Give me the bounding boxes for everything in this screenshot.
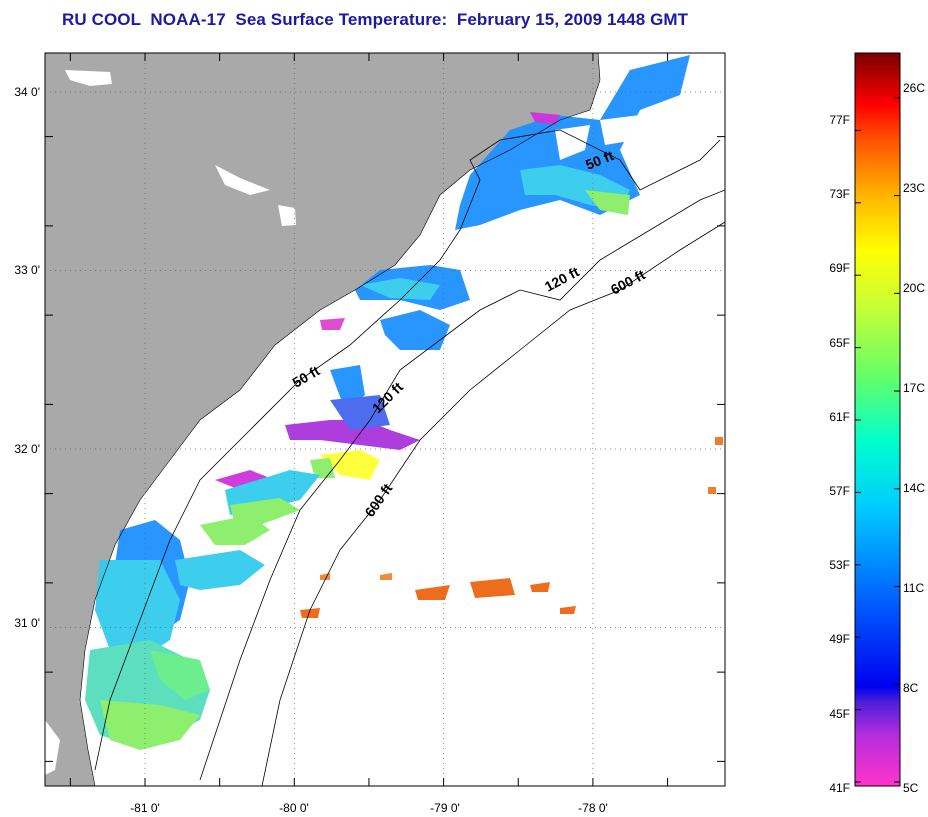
cb-c-5: 5C bbox=[903, 781, 919, 795]
colorbar bbox=[854, 52, 901, 787]
lon-label-79: -79 0' bbox=[430, 801, 460, 815]
lat-label-31: 31 0' bbox=[14, 616, 40, 630]
isobath-600ft-line bbox=[261, 221, 725, 786]
cb-f-41: 41F bbox=[829, 781, 850, 795]
cb-c-8: 8C bbox=[903, 681, 919, 695]
lon-label-81: -81 0' bbox=[130, 801, 160, 815]
cb-c-26: 26C bbox=[903, 81, 925, 95]
sst-patches bbox=[85, 55, 723, 750]
cb-c-14: 14C bbox=[903, 481, 925, 495]
cb-f-61: 61F bbox=[829, 410, 850, 424]
lat-label-34: 34 0' bbox=[14, 85, 40, 99]
cb-f-53: 53F bbox=[829, 558, 850, 572]
isobath-120ft-line bbox=[199, 189, 725, 781]
cb-f-65: 65F bbox=[829, 336, 850, 350]
graticule bbox=[45, 53, 725, 786]
map-frame bbox=[44, 52, 726, 787]
map-title: RU COOL NOAA-17 Sea Surface Temperature:… bbox=[62, 10, 689, 29]
cb-c-23: 23C bbox=[903, 181, 925, 195]
cb-f-69: 69F bbox=[829, 261, 850, 275]
lon-label-80: -80 0' bbox=[279, 801, 309, 815]
isobath-contours bbox=[94, 129, 725, 786]
cb-c-17: 17C bbox=[903, 381, 925, 395]
cb-f-57: 57F bbox=[829, 484, 850, 498]
lat-label-33: 33 0' bbox=[14, 263, 40, 277]
cb-f-45: 45F bbox=[829, 707, 850, 721]
land-mass bbox=[45, 53, 600, 786]
axis-ticks bbox=[45, 53, 725, 786]
lat-label-32: 32 0' bbox=[14, 442, 40, 456]
cb-c-11: 11C bbox=[903, 581, 924, 595]
cb-f-73: 73F bbox=[829, 187, 850, 201]
cb-c-20: 20C bbox=[903, 281, 925, 295]
isobath-50ft-line bbox=[94, 129, 721, 771]
cb-f-49: 49F bbox=[829, 632, 850, 646]
cb-f-77: 77F bbox=[829, 113, 850, 127]
coastline bbox=[79, 53, 601, 786]
colorbar-ticks bbox=[855, 97, 900, 783]
lon-label-78: -78 0' bbox=[578, 801, 608, 815]
